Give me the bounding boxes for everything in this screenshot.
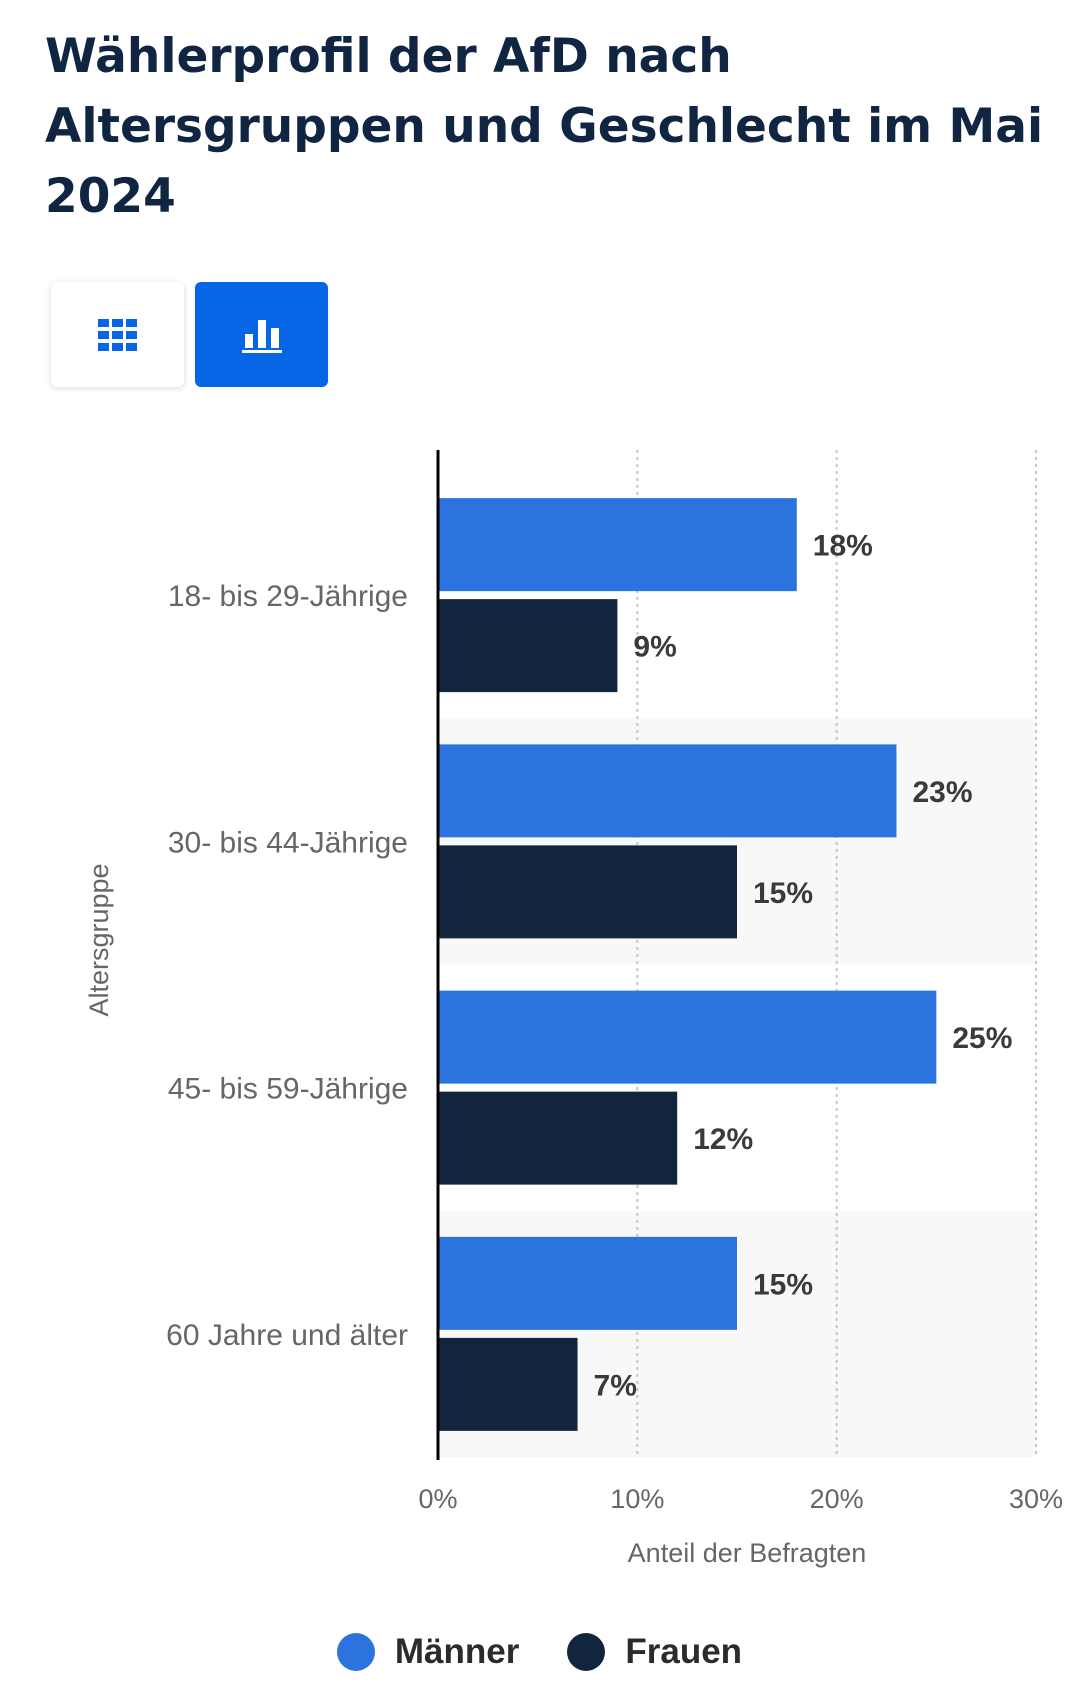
data-label: 12% bbox=[693, 1123, 753, 1156]
bar-frauen-4[interactable] bbox=[438, 1337, 578, 1431]
data-label: 25% bbox=[952, 1022, 1012, 1055]
legend-label-maenner: Männer bbox=[394, 1632, 520, 1671]
table-view-button[interactable] bbox=[51, 282, 184, 387]
bar-m-nner-3[interactable] bbox=[438, 990, 937, 1084]
legend-label-frauen: Frauen bbox=[625, 1632, 743, 1671]
chart-view-button[interactable] bbox=[195, 282, 328, 387]
legend-item-maenner[interactable]: Männer bbox=[336, 1632, 520, 1672]
bar-frauen-1[interactable] bbox=[438, 599, 618, 693]
data-label: 15% bbox=[753, 877, 813, 910]
data-label: 9% bbox=[633, 631, 676, 664]
data-label: 23% bbox=[912, 776, 972, 809]
bar-m-nner-2[interactable] bbox=[438, 744, 897, 838]
x-tick-label: 10% bbox=[610, 1484, 664, 1514]
y-axis-title: Altersgruppe bbox=[84, 863, 114, 1016]
chart-title: Wählerprofil der AfD nach Altersgruppen … bbox=[45, 29, 1044, 224]
bar-frauen-2[interactable] bbox=[438, 845, 737, 939]
legend: Männer Frauen bbox=[0, 1632, 1079, 1672]
bar-chart: 0% 10% 20% 30% 18% 9% 18- bis 29-Jährige 23% 15%… bbox=[84, 450, 1063, 1568]
y-category-label: 30- bis 44-Jährige bbox=[168, 826, 408, 859]
data-label: 7% bbox=[594, 1369, 637, 1402]
bar-m-nner-4[interactable] bbox=[438, 1236, 737, 1330]
legend-swatch-maenner bbox=[336, 1633, 375, 1671]
y-category-label: 60 Jahre und älter bbox=[166, 1319, 408, 1352]
bar-frauen-3[interactable] bbox=[438, 1091, 678, 1185]
data-label: 18% bbox=[813, 530, 873, 563]
legend-swatch-frauen bbox=[567, 1633, 606, 1671]
x-tick-label: 30% bbox=[1009, 1484, 1063, 1514]
data-label: 15% bbox=[753, 1268, 813, 1301]
x-tick-label: 20% bbox=[810, 1484, 864, 1514]
grid-icon bbox=[97, 318, 137, 351]
y-category-label: 45- bis 59-Jährige bbox=[168, 1073, 408, 1106]
y-category-label: 18- bis 29-Jährige bbox=[168, 580, 408, 613]
legend-item-frauen[interactable]: Frauen bbox=[567, 1632, 742, 1672]
bar-m-nner-1[interactable] bbox=[438, 498, 797, 592]
x-tick-label: 0% bbox=[418, 1484, 457, 1514]
bar-chart-icon bbox=[241, 319, 282, 353]
x-axis-title: Anteil der Befragten bbox=[628, 1538, 867, 1568]
